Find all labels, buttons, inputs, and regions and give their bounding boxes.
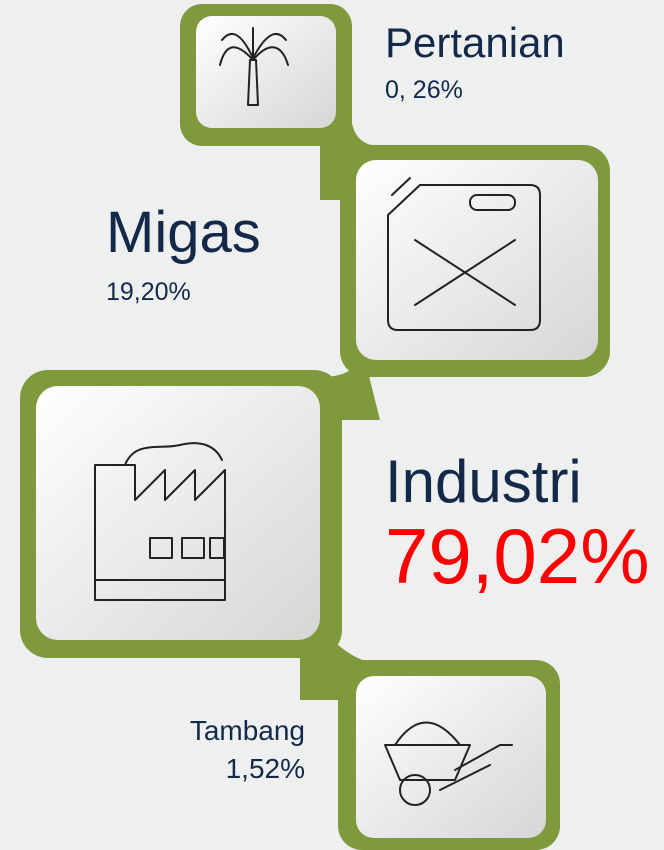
label: Migas: [106, 200, 261, 265]
value: 0, 26%: [385, 76, 463, 104]
value: 1,52%: [226, 753, 305, 784]
icon-boxes: [36, 16, 598, 838]
label: Pertanian: [385, 19, 565, 66]
value: 79,02%: [385, 512, 650, 600]
wheelbarrow-icon: [384, 721, 513, 806]
label: Tambang: [190, 715, 305, 746]
value: 19,20%: [106, 278, 191, 306]
label: Industri: [385, 448, 582, 515]
factory-icon: [94, 442, 226, 601]
palm-icon: [219, 27, 289, 106]
jerrycan-icon: [387, 177, 541, 331]
